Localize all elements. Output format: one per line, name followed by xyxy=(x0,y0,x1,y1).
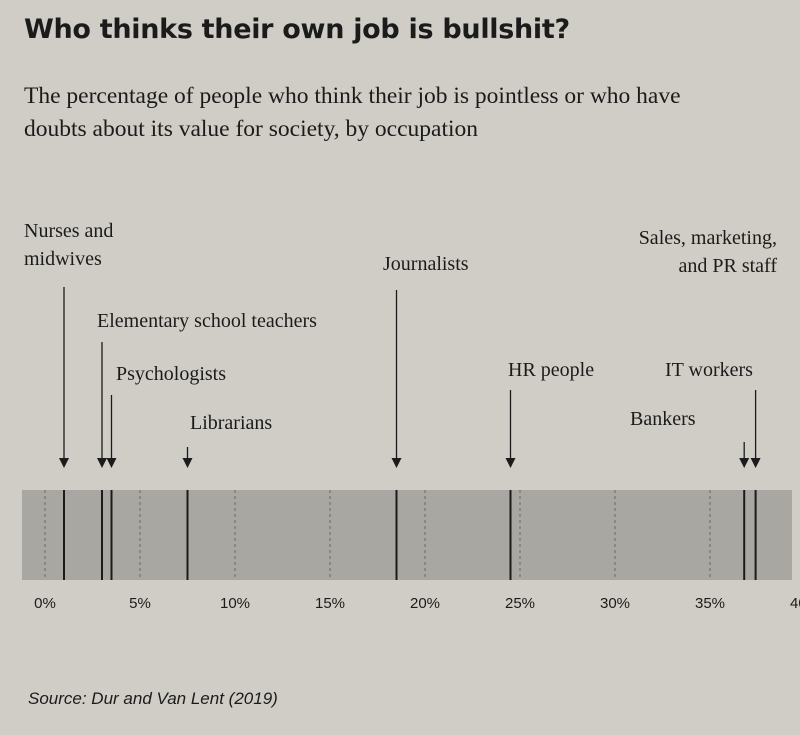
arrow-head xyxy=(750,458,761,468)
x-tick-label: 0% xyxy=(34,595,56,612)
point-label: Elementary school teachers xyxy=(97,310,317,332)
arrow-head xyxy=(97,458,107,468)
point-label: HR people xyxy=(508,359,594,381)
chart-subtitle: The percentage of people who think their… xyxy=(24,83,681,142)
x-tick-label: 20% xyxy=(410,595,440,612)
x-tick-label: 10% xyxy=(220,595,250,612)
point-label: Sales, marketing, and PR staff xyxy=(639,227,778,277)
arrow-head xyxy=(505,458,516,468)
x-tick-label: 25% xyxy=(505,595,535,612)
x-tick-label: 15% xyxy=(315,595,345,612)
source-note: Source: Dur and Van Lent (2019) xyxy=(28,689,278,708)
point-label: Journalists xyxy=(383,253,469,275)
arrow-head xyxy=(182,458,193,468)
chart-band xyxy=(22,490,792,580)
x-tick-label: 30% xyxy=(600,595,630,612)
arrow-head xyxy=(391,458,402,468)
point-label: Psychologists xyxy=(116,363,226,385)
point-label: Librarians xyxy=(190,412,272,434)
chart-title: Who thinks their own job is bullshit? xyxy=(24,14,570,45)
point-label: IT workers xyxy=(665,359,753,381)
x-tick-label: 35% xyxy=(695,595,725,612)
x-tick-label: 40% xyxy=(790,595,800,612)
arrow-head xyxy=(106,458,117,468)
arrow-head xyxy=(739,458,750,468)
point-label: Bankers xyxy=(630,408,696,430)
arrow-head xyxy=(59,458,69,468)
x-tick-label: 5% xyxy=(129,595,151,612)
point-label: Nurses and midwives xyxy=(24,220,113,270)
